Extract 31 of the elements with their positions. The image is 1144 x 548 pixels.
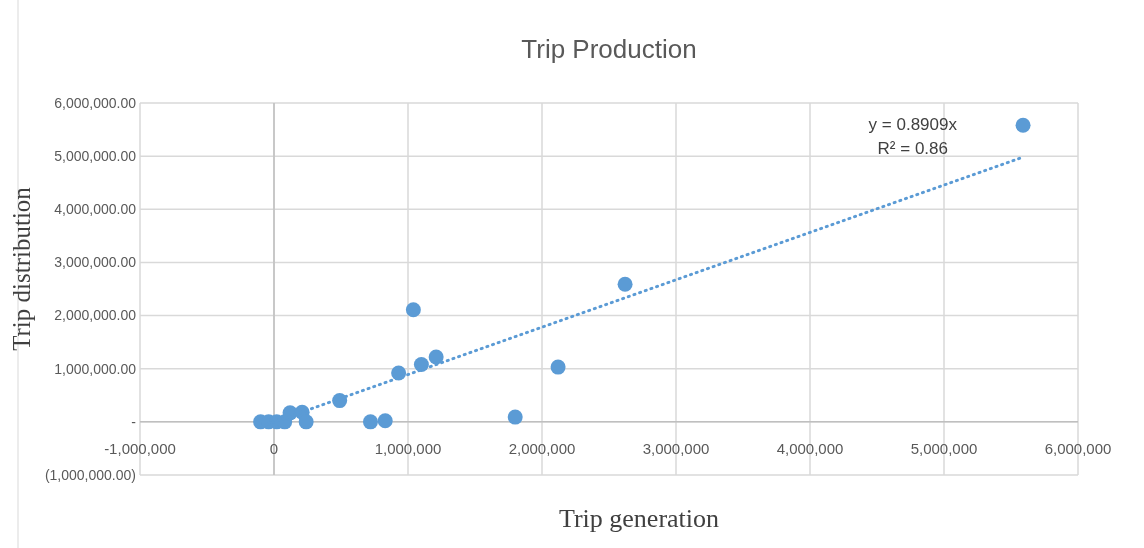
y-axis-title: Trip distribution — [8, 186, 35, 351]
x-tick-label: 1,000,000 — [374, 439, 442, 457]
x-tick-label: -1,000,000 — [104, 439, 176, 457]
y-tick-label: 4,000,000.00 — [54, 201, 137, 218]
y-tick-label: 3,000,000.00 — [54, 254, 137, 271]
y-tick-label: 5,000,000.00 — [54, 148, 137, 165]
y-tick-label: (1,000,000.00) — [44, 466, 136, 483]
x-axis-title: Trip generation — [558, 504, 720, 533]
y-tick-label: 1,000,000.00 — [54, 360, 137, 377]
y-tick-label: 2,000,000.00 — [54, 307, 137, 324]
point — [507, 409, 523, 425]
x-tick-label: 4,000,000 — [776, 439, 844, 457]
annotation: y = 0.8909x — [868, 115, 958, 134]
point — [362, 414, 378, 430]
y-tick-label: - — [131, 413, 137, 430]
point — [298, 414, 314, 430]
point — [413, 356, 429, 372]
annotation: R² = 0.86 — [877, 139, 948, 158]
point — [1015, 117, 1031, 133]
x-tick-label: 3,000,000 — [642, 439, 710, 457]
x-tick-label: 6,000,000 — [1044, 439, 1112, 457]
x-tick-label: 5,000,000 — [910, 439, 978, 457]
x-tick-label: 2,000,000 — [508, 439, 576, 457]
chart-title: Trip Production — [521, 34, 697, 64]
point — [617, 276, 633, 292]
y-tick-label: 6,000,000.00 — [54, 94, 137, 111]
x-tick-label: 0 — [269, 439, 279, 457]
point — [377, 413, 393, 429]
point — [428, 349, 444, 365]
point — [405, 302, 421, 318]
point — [550, 359, 566, 375]
